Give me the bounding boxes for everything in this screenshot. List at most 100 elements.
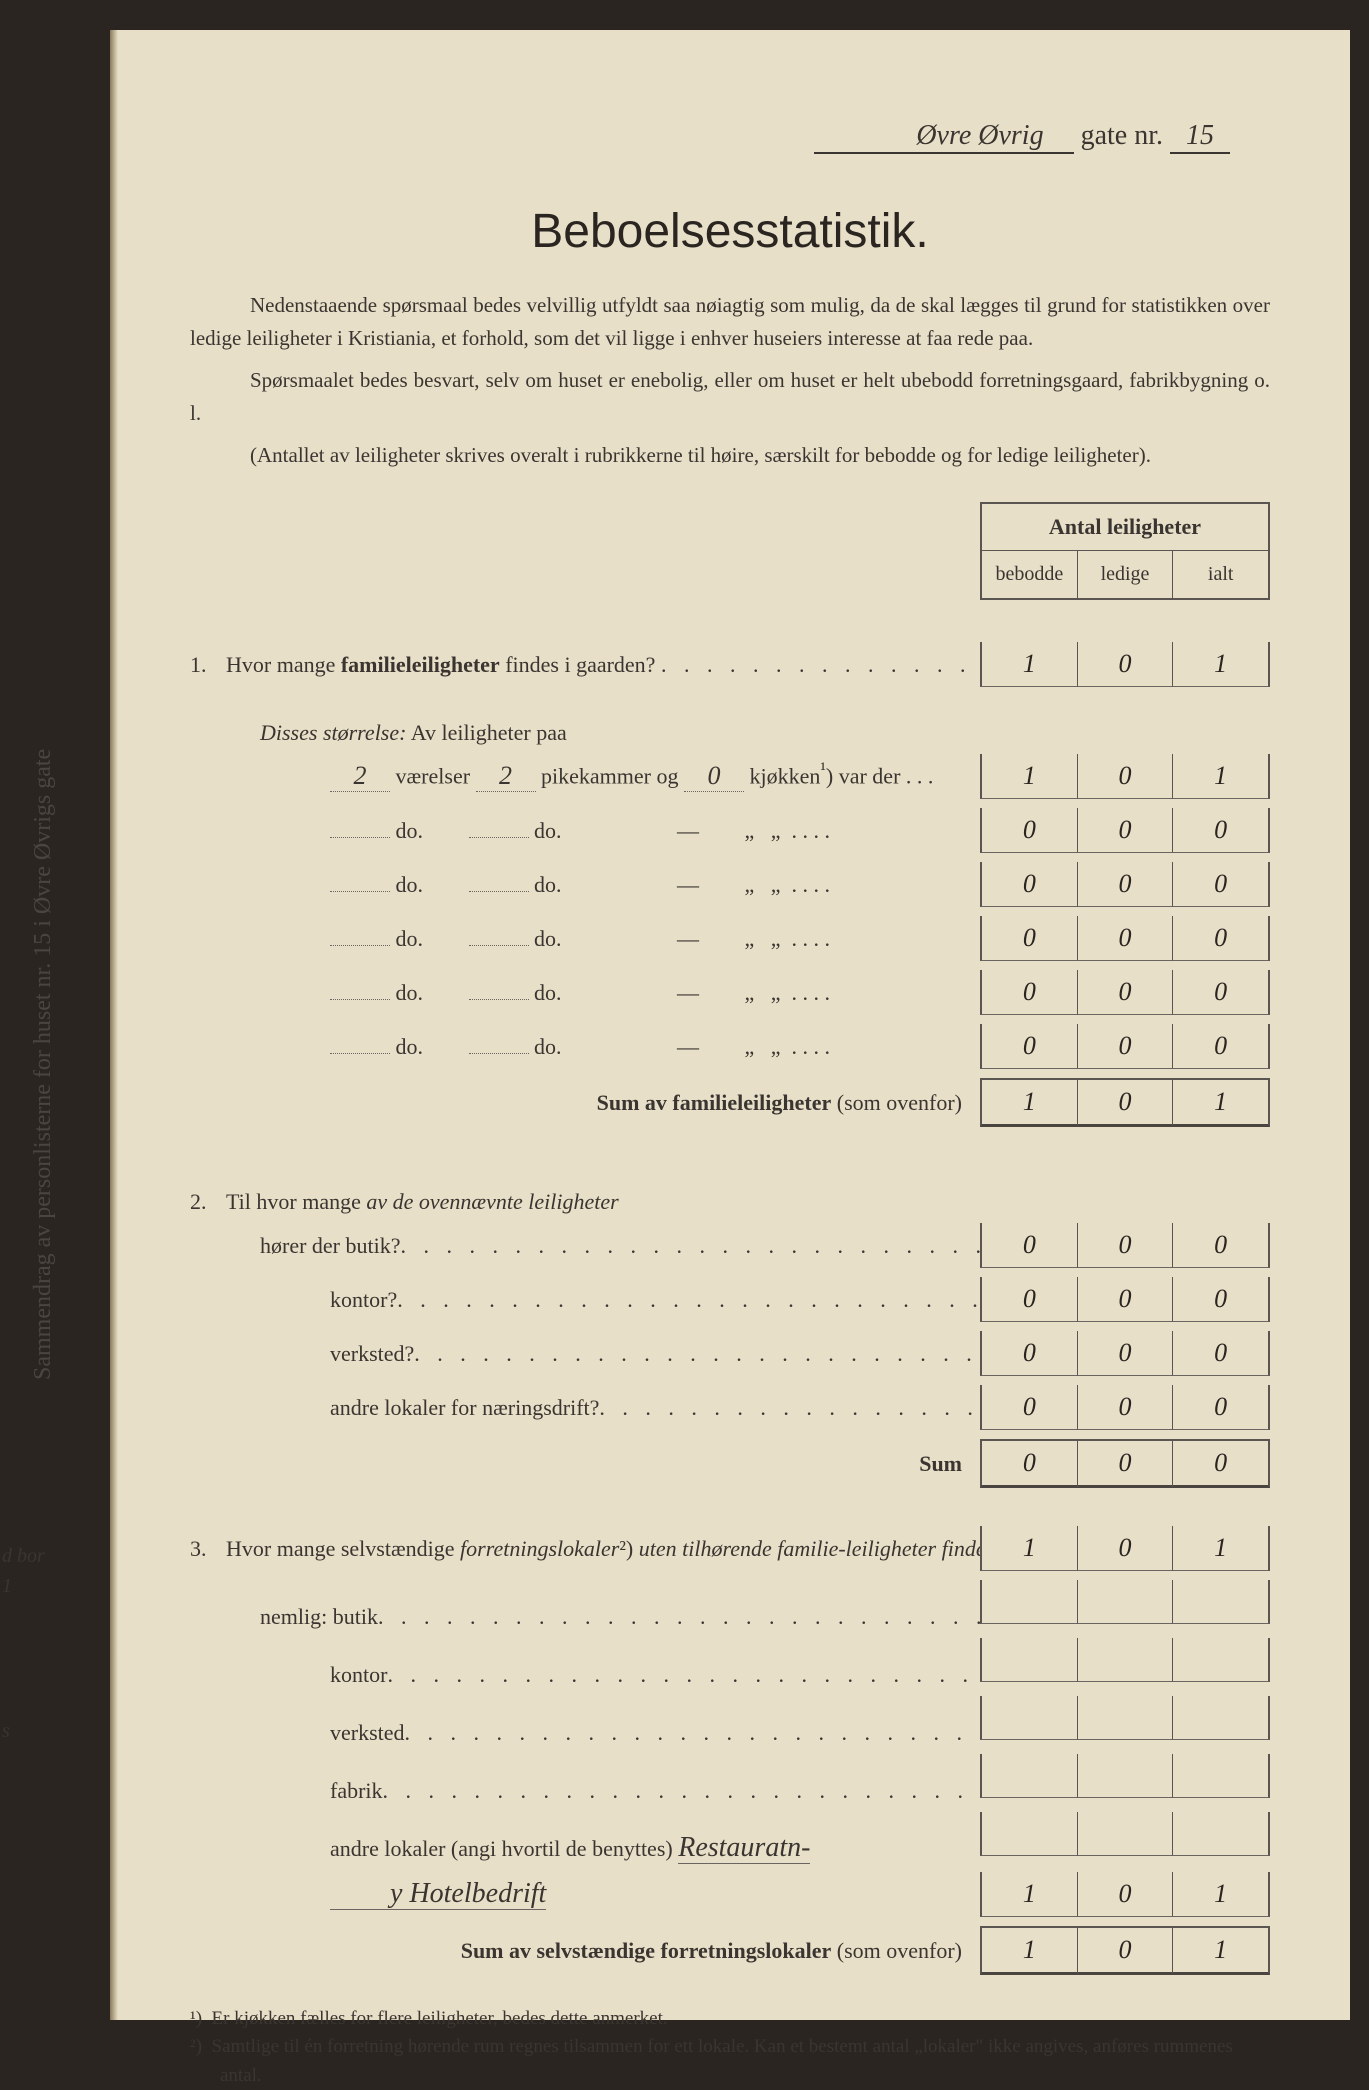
cell: 1 [1172, 754, 1270, 799]
cell: 0 [1077, 808, 1173, 853]
intro-paragraph-1: Nedenstaaende spørsmaal bedes velvillig … [190, 289, 1270, 354]
cell: 0 [980, 1331, 1077, 1376]
cell: 0 [1077, 1439, 1173, 1488]
q3-sum-row: Sum av selvstændige forretningslokaler (… [190, 1926, 1270, 1975]
cell: 0 [1172, 1331, 1270, 1376]
column-header-title: Antal leiligheter [982, 504, 1268, 551]
q1-sum-row: Sum av familieleiligheter (som ovenfor) … [190, 1078, 1270, 1127]
cell [1077, 1754, 1173, 1798]
cell: 0 [1077, 1872, 1173, 1917]
margin-fragment-one: 1 [2, 1575, 12, 1598]
q1-text: 1.Hvor mange familieleiligheter findes i… [190, 652, 980, 678]
cell: 1 [980, 754, 1077, 799]
cell: 0 [1077, 1078, 1173, 1127]
cell: 0 [1172, 1439, 1270, 1488]
cell: 0 [980, 1223, 1077, 1268]
q1-cell-2: 1 [1172, 642, 1270, 687]
q1-do-row: do. do. — „ „ . . . . 0 0 0 [190, 1024, 1270, 1070]
cell: 1 [980, 1926, 1077, 1975]
q2-subrow: andre lokaler for næringsdrift? 0 0 0 [190, 1385, 1270, 1431]
cell: 0 [980, 862, 1077, 907]
cell [1077, 1696, 1173, 1740]
cell: 0 [1077, 1526, 1173, 1571]
cell [1077, 1812, 1173, 1856]
q1-row: 1.Hvor mange familieleiligheter findes i… [190, 642, 1270, 688]
cell [980, 1696, 1077, 1740]
cell: 1 [1172, 1526, 1270, 1571]
q1-do-row: do. do. — „ „ . . . . 0 0 0 [190, 862, 1270, 908]
cell: 0 [1077, 862, 1173, 907]
cell: 1 [1172, 1926, 1270, 1975]
cell: 0 [1077, 970, 1173, 1015]
cell [980, 1638, 1077, 1682]
q1-size-row: 2 værelser 2 pikekammer og 0 kjøkken¹) v… [190, 754, 1270, 800]
cell: 0 [1077, 1223, 1173, 1268]
cell: 0 [1172, 1024, 1270, 1069]
cell: 0 [980, 916, 1077, 961]
q2-subrow: hører der butik? 0 0 0 [190, 1223, 1270, 1269]
q3-andre-row2: y Hotelbedrift 1 0 1 [190, 1872, 1270, 1918]
cell: 0 [980, 1385, 1077, 1430]
cell [980, 1812, 1077, 1856]
cell [980, 1754, 1077, 1798]
q2-subrow: verksted? 0 0 0 [190, 1331, 1270, 1377]
col-bebodde: bebodde [982, 551, 1078, 598]
cell [1172, 1812, 1270, 1856]
cell [1172, 1580, 1270, 1624]
q2-subrow: kontor? 0 0 0 [190, 1277, 1270, 1323]
questions-block: 1.Hvor mange familieleiligheter findes i… [190, 502, 1270, 1975]
cell: 0 [980, 970, 1077, 1015]
col-ialt: ialt [1173, 551, 1268, 598]
cell [980, 1580, 1077, 1624]
cell [1077, 1638, 1173, 1682]
cell: 0 [1077, 1277, 1173, 1322]
margin-fragment-dbor: d bor [2, 1545, 45, 1568]
header-address-line: Øvre Øvrig gate nr. 15 [190, 120, 1230, 154]
margin-fragment-s: s [2, 1720, 10, 1743]
intro-paragraph-3: (Antallet av leiligheter skrives overalt… [190, 439, 1270, 472]
q3-row: 3.Hvor mange selvstændige forretningslok… [190, 1526, 1270, 1572]
q1-do-row: do. do. — „ „ . . . . 0 0 0 [190, 808, 1270, 854]
cell: 1 [980, 1872, 1077, 1917]
q1-cell-1: 0 [1077, 642, 1173, 687]
q3-subrow: nemlig: butik [190, 1580, 1270, 1630]
page-title: Beboelsesstatistik. [190, 204, 1270, 259]
footnotes: ¹) Er kjøkken fælles for flere leilighet… [190, 2005, 1270, 2090]
cell: 0 [1077, 754, 1173, 799]
cell: 0 [1172, 970, 1270, 1015]
q1-disses: Disses størrelse: Av leiligheter paa [190, 696, 1270, 746]
column-subheaders: bebodde ledige ialt [982, 551, 1268, 598]
q1-do-row: do. do. — „ „ . . . . 0 0 0 [190, 916, 1270, 962]
cell: 0 [1172, 916, 1270, 961]
binding-margin-text: Sammendrag av personlisterne for huset n… [30, 180, 90, 1580]
q3-andre-row: andre lokaler (angi hvortil de benyttes)… [190, 1812, 1270, 1864]
cell: 0 [1172, 862, 1270, 907]
cell: 0 [1172, 1223, 1270, 1268]
cell [1172, 1754, 1270, 1798]
q2-sum-row: Sum 0 0 0 [190, 1439, 1270, 1488]
cell: 0 [1077, 1926, 1173, 1975]
cell: 0 [980, 1277, 1077, 1322]
cell: 0 [980, 808, 1077, 853]
intro-paragraph-2: Spørsmaalet bedes besvart, selv om huset… [190, 364, 1270, 429]
cell [1172, 1638, 1270, 1682]
cell: 0 [1077, 1024, 1173, 1069]
gate-nr-field: 15 [1170, 120, 1230, 154]
q1-sum-cells: 1 0 1 [980, 1078, 1270, 1127]
cell: 1 [1172, 1078, 1270, 1127]
q1-size-cells: 1 0 1 [980, 754, 1270, 799]
q1-do-row: do. do. — „ „ . . . . 0 0 0 [190, 970, 1270, 1016]
form-table: Antal leiligheter bebodde ledige ialt 1.… [190, 502, 1270, 1975]
q1-cells: 1 0 1 [980, 642, 1270, 687]
q3-subrow: verksted [190, 1696, 1270, 1746]
cell: 1 [1172, 1872, 1270, 1917]
cell: 0 [1077, 916, 1173, 961]
document-page: d bor 1 s Øvre Øvrig gate nr. 15 Beboels… [110, 30, 1350, 2020]
q3-subrow: fabrik [190, 1754, 1270, 1804]
column-header-box: Antal leiligheter bebodde ledige ialt [980, 502, 1270, 600]
cell: 0 [1077, 1385, 1173, 1430]
q2-head: 2.Til hvor mange av de ovennævnte leilig… [190, 1165, 1270, 1215]
cell: 0 [1172, 1277, 1270, 1322]
side-vertical-summary: Sammendrag av personlisterne for huset n… [30, 180, 57, 1380]
cell: 1 [980, 1526, 1077, 1571]
